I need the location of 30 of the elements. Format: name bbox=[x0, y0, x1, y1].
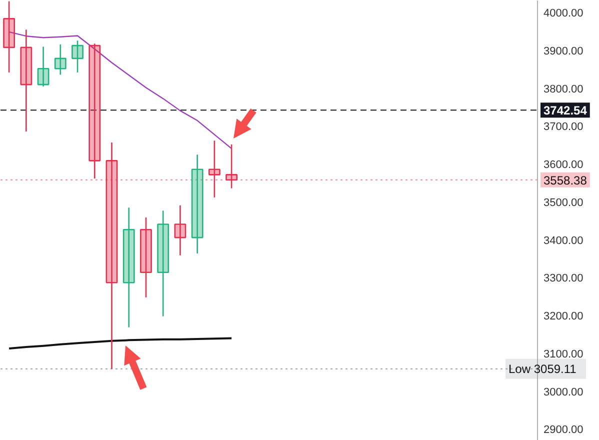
candlestick bbox=[122, 206, 135, 328]
y-tick-label: 3200.00 bbox=[544, 310, 584, 323]
candlestick bbox=[157, 210, 170, 317]
ref-line-label: 3558.38 bbox=[544, 173, 588, 188]
y-tick-label: 4000.00 bbox=[544, 8, 584, 20]
candlestick bbox=[3, 0, 16, 74]
candlestick bbox=[37, 46, 50, 88]
y-tick-label: 3400.00 bbox=[544, 234, 584, 247]
candlestick bbox=[191, 154, 204, 254]
candlestick bbox=[208, 140, 220, 198]
candlestick bbox=[106, 142, 118, 370]
y-tick-label: 3800.00 bbox=[544, 83, 584, 96]
candlestick bbox=[54, 44, 66, 76]
y-tick-label: 3300.00 bbox=[544, 272, 584, 285]
candlestick bbox=[174, 204, 186, 256]
y-tick-label: 3100.00 bbox=[544, 348, 584, 360]
y-tick-label: 3600.00 bbox=[544, 159, 584, 172]
y-tick-label: 3900.00 bbox=[544, 45, 584, 58]
y-tick-label: 3000.00 bbox=[544, 386, 584, 398]
line-series bbox=[8, 337, 233, 350]
candlestick bbox=[140, 216, 152, 298]
ref-line-label: Low 3059.11 bbox=[508, 362, 577, 376]
y-tick-label: 2900.00 bbox=[544, 424, 584, 436]
candlestick bbox=[20, 29, 32, 132]
candlestick bbox=[226, 144, 238, 189]
y-tick-label: 3500.00 bbox=[544, 196, 584, 209]
ref-line-label: 3742.54 bbox=[544, 104, 588, 118]
candlestick bbox=[72, 40, 84, 74]
y-tick-label: 3700.00 bbox=[544, 121, 584, 134]
candlestick bbox=[88, 43, 101, 180]
